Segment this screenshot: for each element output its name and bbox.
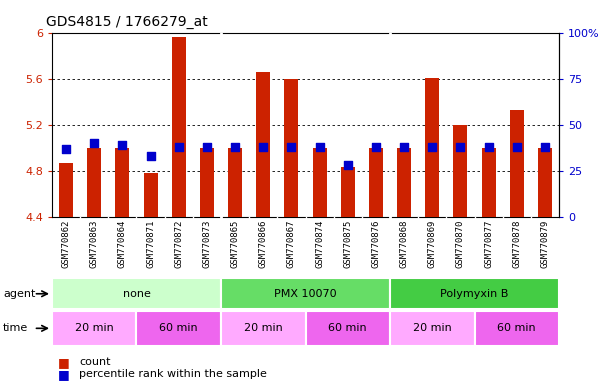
Bar [369, 148, 383, 217]
Text: count: count [79, 357, 111, 367]
Bar [256, 72, 270, 217]
Text: GSM770867: GSM770867 [287, 220, 296, 268]
Text: 60 min: 60 min [329, 323, 367, 333]
Bar [510, 110, 524, 217]
Point [258, 144, 268, 150]
Text: GSM770863: GSM770863 [90, 220, 99, 268]
Point [428, 144, 437, 150]
Bar [52, 311, 136, 346]
Text: GSM770869: GSM770869 [428, 220, 437, 268]
Bar [425, 78, 439, 217]
Point [174, 144, 184, 150]
Text: GSM770868: GSM770868 [400, 220, 409, 268]
Text: GSM770871: GSM770871 [146, 220, 155, 268]
Point [89, 140, 99, 146]
Text: GSM770876: GSM770876 [371, 220, 381, 268]
Text: Polymyxin B: Polymyxin B [441, 289, 509, 299]
Point [456, 144, 466, 150]
Text: time: time [3, 323, 28, 333]
Bar [52, 278, 221, 309]
Bar [341, 167, 355, 217]
Text: GSM770872: GSM770872 [174, 220, 183, 268]
Point [315, 144, 324, 150]
Text: GSM770870: GSM770870 [456, 220, 465, 268]
Point [484, 144, 494, 150]
Text: GSM770875: GSM770875 [343, 220, 353, 268]
Point [343, 162, 353, 169]
Text: GDS4815 / 1766279_at: GDS4815 / 1766279_at [46, 15, 208, 29]
Bar [172, 37, 186, 217]
Bar [538, 148, 552, 217]
Text: GSM770879: GSM770879 [541, 220, 549, 268]
Text: 20 min: 20 min [413, 323, 452, 333]
Bar [313, 148, 327, 217]
Bar [481, 148, 496, 217]
Point [145, 153, 155, 159]
Bar [397, 148, 411, 217]
Bar [453, 125, 467, 217]
Text: GSM770873: GSM770873 [202, 220, 211, 268]
Point [287, 144, 296, 150]
Bar [115, 148, 130, 217]
Bar [221, 278, 390, 309]
Text: 20 min: 20 min [75, 323, 114, 333]
Point [512, 144, 522, 150]
Bar [390, 311, 475, 346]
Text: 60 min: 60 min [497, 323, 536, 333]
Point [371, 144, 381, 150]
Point [230, 144, 240, 150]
Text: GSM770878: GSM770878 [512, 220, 521, 268]
Text: GSM770877: GSM770877 [484, 220, 493, 268]
Text: none: none [123, 289, 150, 299]
Text: GSM770874: GSM770874 [315, 220, 324, 268]
Bar [284, 79, 298, 217]
Text: ■: ■ [58, 368, 70, 381]
Bar [475, 311, 559, 346]
Bar [221, 311, 306, 346]
Point [202, 144, 212, 150]
Bar [59, 163, 73, 217]
Bar [200, 148, 214, 217]
Text: 20 min: 20 min [244, 323, 283, 333]
Point [117, 142, 127, 148]
Bar [306, 311, 390, 346]
Bar [228, 148, 242, 217]
Bar [390, 278, 559, 309]
Text: GSM770865: GSM770865 [230, 220, 240, 268]
Text: percentile rank within the sample: percentile rank within the sample [79, 369, 267, 379]
Text: ■: ■ [58, 356, 70, 369]
Text: 60 min: 60 min [159, 323, 198, 333]
Point [399, 144, 409, 150]
Text: agent: agent [3, 289, 35, 299]
Text: GSM770864: GSM770864 [118, 220, 127, 268]
Point [540, 144, 550, 150]
Text: PMX 10070: PMX 10070 [274, 289, 337, 299]
Text: GSM770866: GSM770866 [258, 220, 268, 268]
Bar [87, 148, 101, 217]
Point [61, 146, 71, 152]
Bar [136, 311, 221, 346]
Text: GSM770862: GSM770862 [62, 220, 70, 268]
Bar [144, 173, 158, 217]
